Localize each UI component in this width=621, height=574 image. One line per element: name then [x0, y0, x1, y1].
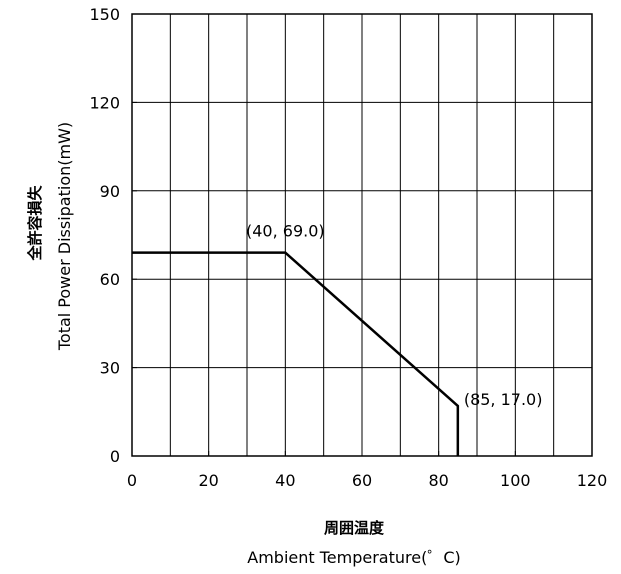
x-tick-label: 100 — [500, 471, 531, 490]
y-tick-label: 120 — [89, 93, 120, 112]
series-line — [132, 251, 460, 456]
x-tick-label: 20 — [198, 471, 218, 490]
y-tick-label: 60 — [100, 270, 120, 289]
y-tick-label: 30 — [100, 359, 120, 378]
y-axis-label: Total Power Dissipation(mW) — [55, 122, 74, 351]
x-tick-label: 40 — [275, 471, 295, 490]
x-axis-label-ja: 周囲温度 — [324, 519, 385, 537]
y-axis-ticks: 0 30 60 90 120 150 — [89, 5, 137, 466]
y-tick-label: 90 — [100, 182, 120, 201]
x-tick-label: 120 — [577, 471, 608, 490]
y-axis-label-ja: 全許容損失 — [26, 185, 44, 262]
data-point-label: (85, 17.0) — [464, 390, 543, 409]
x-axis-ticks: 0 20 40 60 80 100 120 — [127, 451, 607, 490]
y-tick-label: 150 — [89, 5, 120, 24]
x-tick-label: 0 — [127, 471, 137, 490]
annotations: (40, 69.0) (85, 17.0) — [246, 222, 542, 409]
x-tick-label: 60 — [352, 471, 372, 490]
y-tick-label: 0 — [110, 447, 120, 466]
series-group — [132, 251, 460, 456]
x-axis-label: Ambient Temperature(゜C) — [247, 548, 461, 567]
data-point-label: (40, 69.0) — [246, 222, 325, 241]
x-tick-label: 80 — [428, 471, 448, 490]
grid — [132, 14, 592, 456]
